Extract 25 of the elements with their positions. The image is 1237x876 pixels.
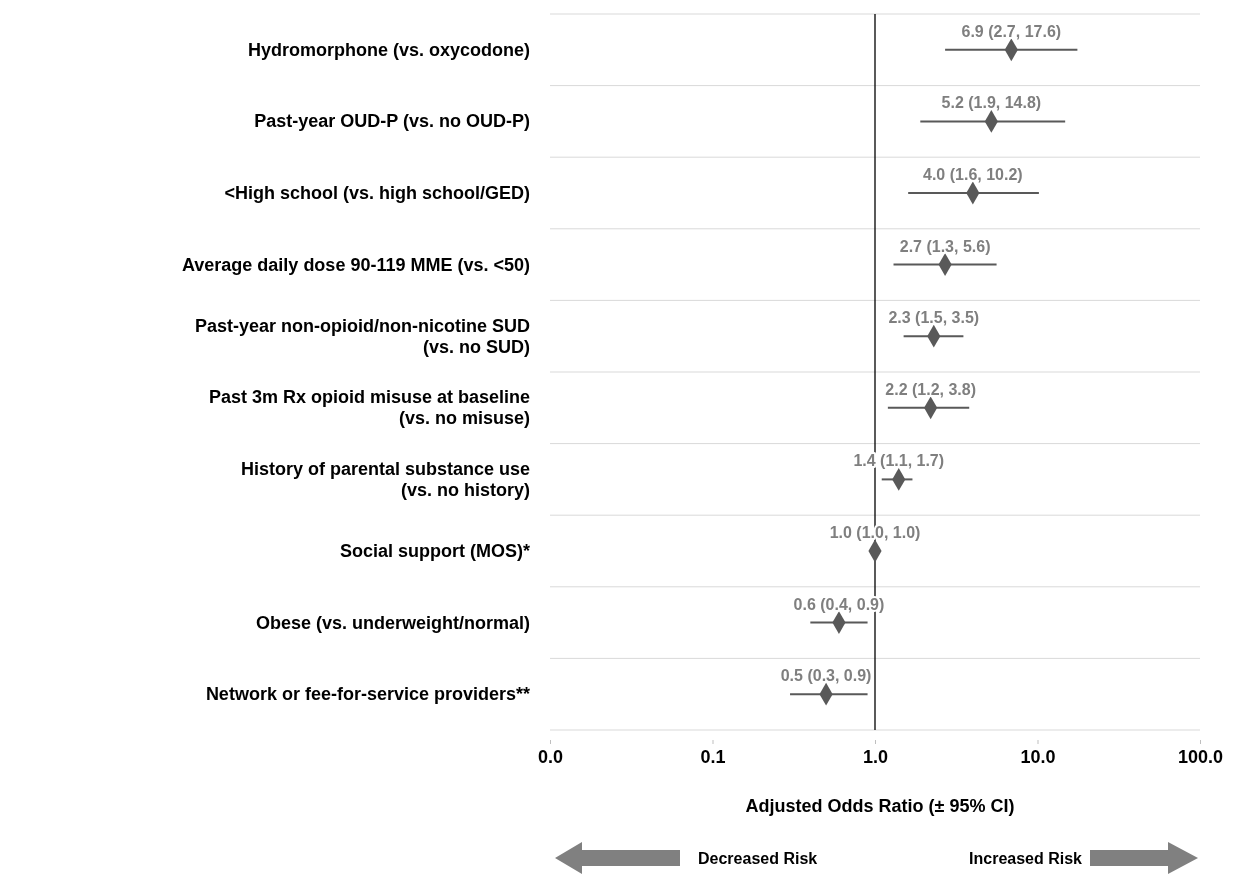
data-label: 4.0 (1.6, 10.2) bbox=[923, 166, 1023, 183]
data-label: 2.2 (1.2, 3.8) bbox=[885, 380, 976, 398]
y-tick-label: Social support (MOS)* bbox=[339, 541, 530, 561]
text: Decreased Risk bbox=[698, 850, 818, 867]
y-tick-label: Past-year OUD-P (vs. no OUD-P) bbox=[254, 111, 530, 132]
y-tick-label: <High school (vs. high school/GED) bbox=[224, 183, 530, 203]
y-tick-label: Past-year non-opioid/non-nicotine SUD (vs. no SUD) bbox=[194, 315, 530, 357]
y-tick-label: History of parental substance use (vs. no history) bbox=[240, 458, 530, 500]
x-tick-label: 0.0 bbox=[537, 747, 564, 768]
x-tick-label: 10.0 bbox=[1020, 747, 1056, 768]
data-label: 2.7 (1.3, 5.6) bbox=[899, 237, 991, 255]
x-axis-title: Adjusted Odds Ratio (± 95% CI) bbox=[745, 796, 1015, 816]
y-tick-label: Average daily dose 90-119 MME (vs. <50) bbox=[181, 254, 530, 275]
y-tick-label: Network or fee-for-service providers** bbox=[205, 684, 530, 705]
data-label: 0.5 (0.3, 0.9) bbox=[780, 667, 872, 685]
y-tick-label: Obese (vs. underweight/normal) bbox=[255, 612, 530, 633]
x-tick-label: 1.0 bbox=[862, 747, 889, 768]
data-label: 6.9 (2.7, 17.6) bbox=[961, 22, 1062, 40]
y-tick-label: Hydromorphone (vs. oxycodone) bbox=[247, 39, 530, 60]
x-tick-label: 0.1 bbox=[700, 747, 726, 768]
data-label: 2.3 (1.5, 3.5) bbox=[888, 309, 980, 327]
y-tick-label: Past 3m Rx opioid misuse at baseline (vs. no misuse) bbox=[208, 387, 530, 429]
data-label: 5.2 (1.9, 14.8) bbox=[941, 94, 1042, 112]
text: Increased Risk bbox=[969, 850, 1083, 867]
x-tick-label: 100.0 bbox=[1177, 747, 1224, 768]
